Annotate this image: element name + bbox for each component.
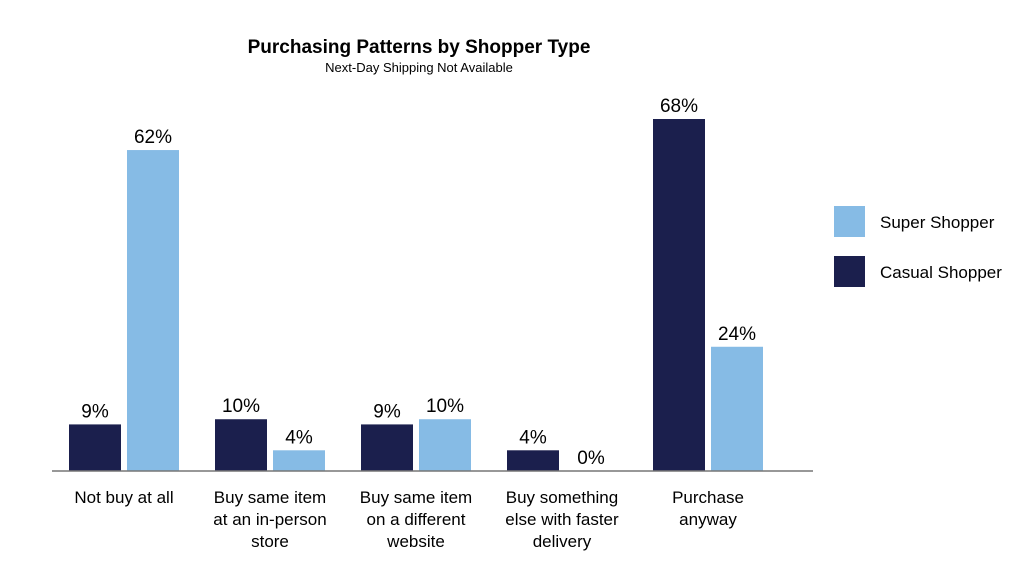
value-label: 4% <box>285 427 313 448</box>
bar-super-shopper-4 <box>711 346 763 471</box>
chart-subtitle: Next-Day Shipping Not Available <box>325 60 513 75</box>
legend-swatch-super-shopper <box>834 206 865 237</box>
value-label: 68% <box>660 96 698 117</box>
legend-label: Casual Shopper <box>880 263 1002 282</box>
legend: Super Shopper Casual Shopper <box>834 206 1002 287</box>
value-label: 9% <box>81 401 109 422</box>
value-label: 9% <box>373 401 401 422</box>
value-labels-group: 9% 62% 10% 4% 9% 10% 4% 0% 68% 24% <box>81 96 756 469</box>
bar-super-shopper-0 <box>127 150 179 471</box>
value-label: 24% <box>718 324 756 345</box>
value-label: 0% <box>577 448 605 469</box>
bar-casual-shopper-1 <box>215 419 267 471</box>
bar-super-shopper-1 <box>273 450 325 471</box>
category-label: Purchase anyway <box>672 488 744 529</box>
bar-casual-shopper-2 <box>361 424 413 471</box>
bar-super-shopper-2 <box>419 419 471 471</box>
bar-casual-shopper-4 <box>653 119 705 471</box>
legend-label: Super Shopper <box>880 213 995 232</box>
category-labels-group: Not buy at all Buy same item at an in-pers… <box>74 488 744 551</box>
category-label: Buy same item at an in-person store <box>213 488 326 551</box>
legend-swatch-casual-shopper <box>834 256 865 287</box>
bar-casual-shopper-3 <box>507 450 559 471</box>
bars-group <box>69 119 763 471</box>
value-label: 10% <box>222 396 260 417</box>
value-label: 4% <box>519 427 547 448</box>
category-label: Not buy at all <box>74 488 173 507</box>
value-label: 62% <box>134 127 172 148</box>
chart-title: Purchasing Patterns by Shopper Type <box>248 37 591 58</box>
category-label: Buy something else with faster delivery <box>505 488 619 551</box>
category-label: Buy same item on a different website <box>360 488 472 551</box>
bar-casual-shopper-0 <box>69 424 121 471</box>
value-label: 10% <box>426 396 464 417</box>
